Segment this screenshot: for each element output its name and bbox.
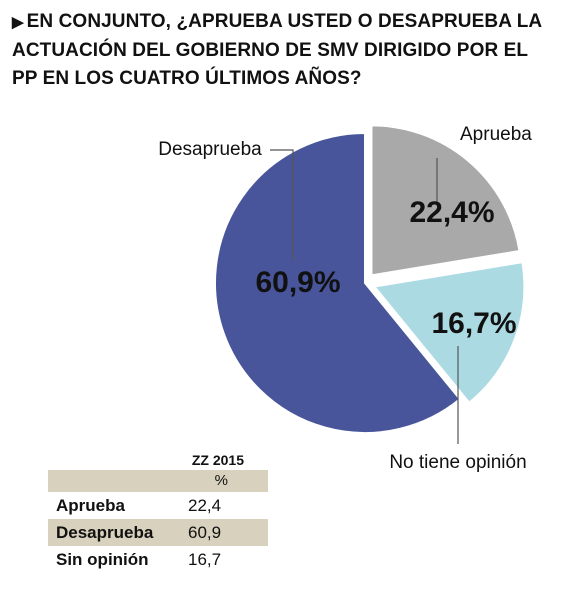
row-value: 60,9 <box>188 522 222 542</box>
table-row: Sin opinión 16,7 <box>48 546 268 573</box>
slice-value-label: 22,4% <box>409 196 494 229</box>
summary-table: ZZ 2015 % Aprueba 22,4 Desaprueba 60,9 S… <box>48 450 268 573</box>
slice-label: Desaprueba <box>158 139 262 160</box>
slice-label: Aprueba <box>460 124 532 145</box>
title-line-3: PP EN LOS CUATRO ÚLTIMOS AÑOS? <box>12 68 362 89</box>
leader-line <box>270 149 294 260</box>
row-label: Sin opinión <box>56 549 149 569</box>
row-value: 22,4 <box>188 495 222 515</box>
chart-title: ▶ EN CONJUNTO, ¿APRUEBA USTED O DESAPRUEB… <box>12 8 572 93</box>
row-label: Desaprueba <box>56 522 154 542</box>
pie-slice-desaprueba <box>214 131 462 434</box>
table-row: Desaprueba 60,9 <box>48 519 268 546</box>
pie-slice-no-tiene-opini-n <box>372 260 526 405</box>
row-value: 16,7 <box>188 549 222 569</box>
triangle-marker-icon: ▶ <box>12 14 24 31</box>
pie-slice-aprueba <box>370 124 521 277</box>
slice-label: No tiene opinión <box>389 452 526 473</box>
source-header: ZZ 2015 <box>191 452 244 468</box>
table-row: Aprueba 22,4 <box>48 492 268 519</box>
title-line-1: EN CONJUNTO, ¿APRUEBA USTED O DESAPRUEBA… <box>26 11 543 32</box>
row-label: Aprueba <box>56 495 125 515</box>
slice-value-label: 60,9% <box>255 266 340 299</box>
unit-header: % <box>48 470 268 492</box>
title-line-2: ACTUACIÓN DEL GOBIERNO DE SMV DIRIGIDO P… <box>12 40 529 61</box>
slice-value-label: 16,7% <box>431 307 516 340</box>
